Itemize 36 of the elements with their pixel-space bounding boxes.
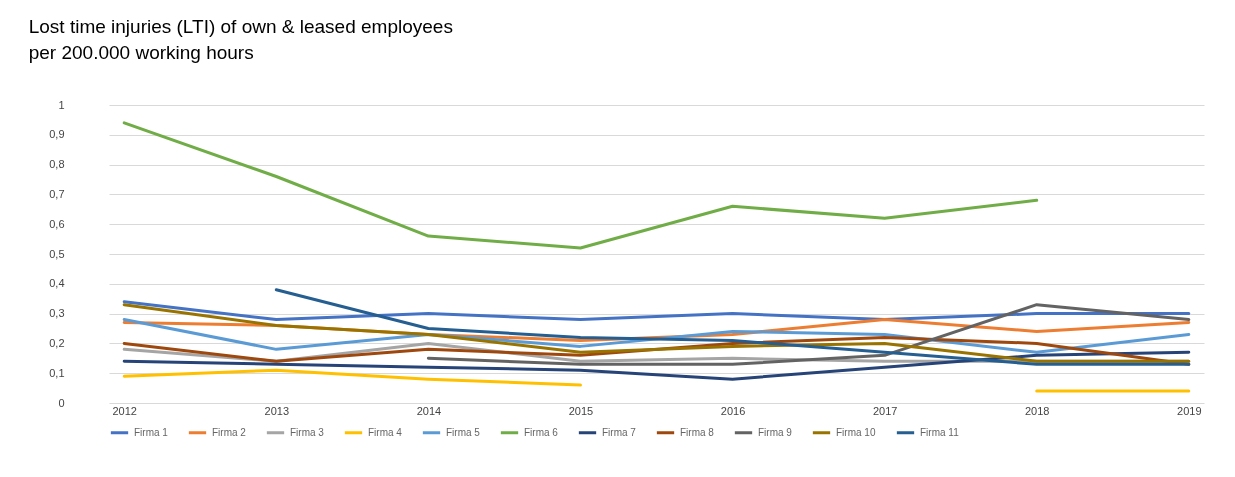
legend-label: Firma 2	[212, 426, 247, 438]
y-tick-label: 0,4	[49, 277, 65, 290]
legend-label: Firma 11	[920, 426, 960, 438]
x-tick-label: 2013	[264, 404, 290, 417]
y-tick-label: 1	[58, 98, 65, 111]
line-series	[274, 288, 1191, 366]
legend-label: Firma 8	[680, 426, 715, 438]
x-tick-label: 2014	[416, 404, 442, 417]
chart-title: Lost time injuries (LTI) of own & leased employees per 200.000 working hours	[28, 16, 453, 63]
y-tick-label: 0,1	[49, 366, 65, 379]
legend-label: Firma 10	[836, 426, 876, 438]
legend-label: Firma 5	[446, 426, 481, 438]
line-series	[122, 350, 1191, 381]
line-series	[426, 303, 1191, 366]
x-tick-label: 2018	[1024, 404, 1050, 417]
legend-label: Firma 6	[524, 426, 559, 438]
legend-label: Firma 7	[602, 426, 637, 438]
x-tick-label: 2015	[568, 404, 594, 417]
y-tick-label: 0,6	[49, 217, 65, 230]
y-tick-label: 0,2	[49, 336, 65, 349]
y-tick-label: 0,7	[49, 187, 65, 200]
y-tick-label: 0,8	[49, 158, 65, 171]
line-series	[122, 303, 1191, 363]
x-tick-label: 2017	[872, 404, 898, 417]
legend-label: Firma 4	[368, 426, 403, 438]
y-tick-label: 0,5	[49, 247, 65, 260]
y-tick-label: 0,3	[49, 307, 65, 320]
y-tick-label: 0,9	[49, 128, 65, 141]
legend-label: Firma 3	[290, 426, 325, 438]
x-tick-label: 2016	[720, 404, 746, 417]
y-tick-label: 0	[58, 396, 65, 409]
legend-label: Firma 9	[758, 426, 793, 438]
x-tick-label: 2012	[112, 404, 137, 417]
x-tick-label: 2019	[1177, 404, 1202, 417]
line-series	[122, 121, 1039, 250]
legend-label: Firma 1	[134, 426, 169, 438]
